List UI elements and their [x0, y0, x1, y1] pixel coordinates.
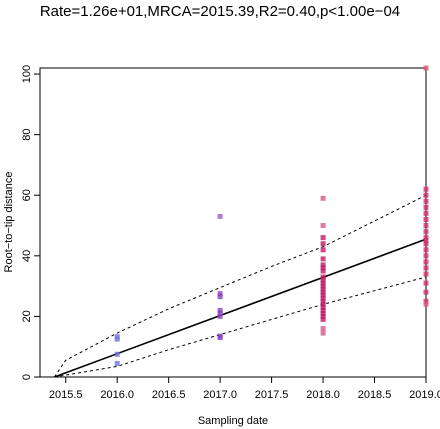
x-tick-label: 2015.5 — [49, 389, 83, 401]
y-tick-label: 0 — [21, 374, 33, 380]
data-point — [320, 301, 326, 307]
data-point — [423, 229, 429, 235]
data-point — [217, 291, 223, 297]
y-axis: 0 20 40 60 80 100 — [21, 65, 41, 380]
data-point — [320, 330, 326, 336]
data-point — [320, 298, 326, 304]
data-point — [320, 286, 326, 292]
y-tick-label: 60 — [21, 189, 33, 201]
x-axis: 2015.5 2016.0 2016.5 2017.0 2017.5 2018.0 2018… — [49, 376, 440, 401]
data-point — [423, 259, 429, 265]
data-point — [320, 316, 326, 322]
data-point — [423, 65, 429, 71]
data-point — [320, 280, 326, 286]
data-point — [423, 280, 429, 286]
data-point — [423, 192, 429, 198]
data-point — [423, 210, 429, 216]
data-point — [320, 304, 326, 310]
data-point — [217, 307, 223, 313]
x-tick-label: 2016.0 — [100, 389, 134, 401]
x-tick-label: 2019.0 — [409, 389, 440, 401]
data-point — [423, 253, 429, 259]
y-tick-label: 80 — [21, 129, 33, 141]
y-tick-label: 100 — [21, 65, 33, 83]
x-tick-label: 2017.5 — [255, 389, 289, 401]
data-point — [423, 301, 429, 307]
data-point — [320, 326, 326, 331]
x-axis-label: Sampling date — [198, 415, 268, 427]
data-point — [320, 277, 326, 283]
data-point — [423, 298, 429, 304]
data-point — [423, 223, 429, 228]
data-point — [423, 235, 429, 241]
data-point — [114, 351, 120, 357]
data-point — [423, 289, 429, 295]
confidence-lower-line — [54, 276, 427, 378]
data-point — [320, 283, 326, 289]
data-point — [423, 217, 429, 222]
data-point — [423, 186, 429, 192]
data-point — [423, 198, 429, 204]
data-point — [114, 360, 120, 366]
data-point — [423, 265, 429, 271]
data-point — [217, 313, 223, 319]
chart-title: Rate=1.26e+01,MRCA=2015.39,R2=0.40,p<1.0… — [40, 3, 400, 20]
data-point — [320, 295, 326, 301]
data-point — [320, 268, 326, 274]
data-point — [320, 223, 326, 228]
data-point — [423, 247, 429, 253]
data-point — [320, 307, 326, 313]
data-point — [114, 334, 120, 340]
x-tick-label: 2016.5 — [152, 389, 186, 401]
data-point — [320, 241, 326, 247]
x-tick-label: 2017.0 — [203, 389, 237, 401]
data-point — [320, 313, 326, 319]
data-point — [320, 247, 326, 253]
data-point — [320, 262, 326, 268]
data-point — [423, 241, 429, 247]
x-tick-label: 2018.0 — [306, 389, 340, 401]
x-tick-label: 2018.5 — [358, 389, 392, 401]
data-point — [320, 235, 326, 241]
data-point — [320, 256, 326, 262]
y-axis-label: Root−to−tip distance — [3, 172, 15, 273]
data-point — [217, 335, 223, 341]
data-point — [320, 195, 326, 201]
data-point — [217, 310, 223, 316]
regression-line-group — [54, 238, 427, 378]
data-point — [217, 294, 223, 300]
data-point — [217, 213, 223, 219]
y-tick-label: 20 — [21, 310, 33, 322]
data-point — [423, 271, 429, 277]
data-point — [320, 265, 326, 271]
y-tick-label: 40 — [21, 250, 33, 262]
data-point — [320, 292, 326, 298]
data-point — [320, 274, 326, 280]
confidence-band — [53, 194, 427, 378]
data-point — [423, 204, 429, 210]
data-points — [114, 65, 429, 366]
confidence-upper-line — [53, 194, 427, 378]
data-point — [320, 289, 326, 295]
regression-line — [54, 238, 427, 378]
plot-frame — [39, 67, 427, 378]
data-point — [320, 310, 326, 316]
data-point — [423, 238, 429, 244]
